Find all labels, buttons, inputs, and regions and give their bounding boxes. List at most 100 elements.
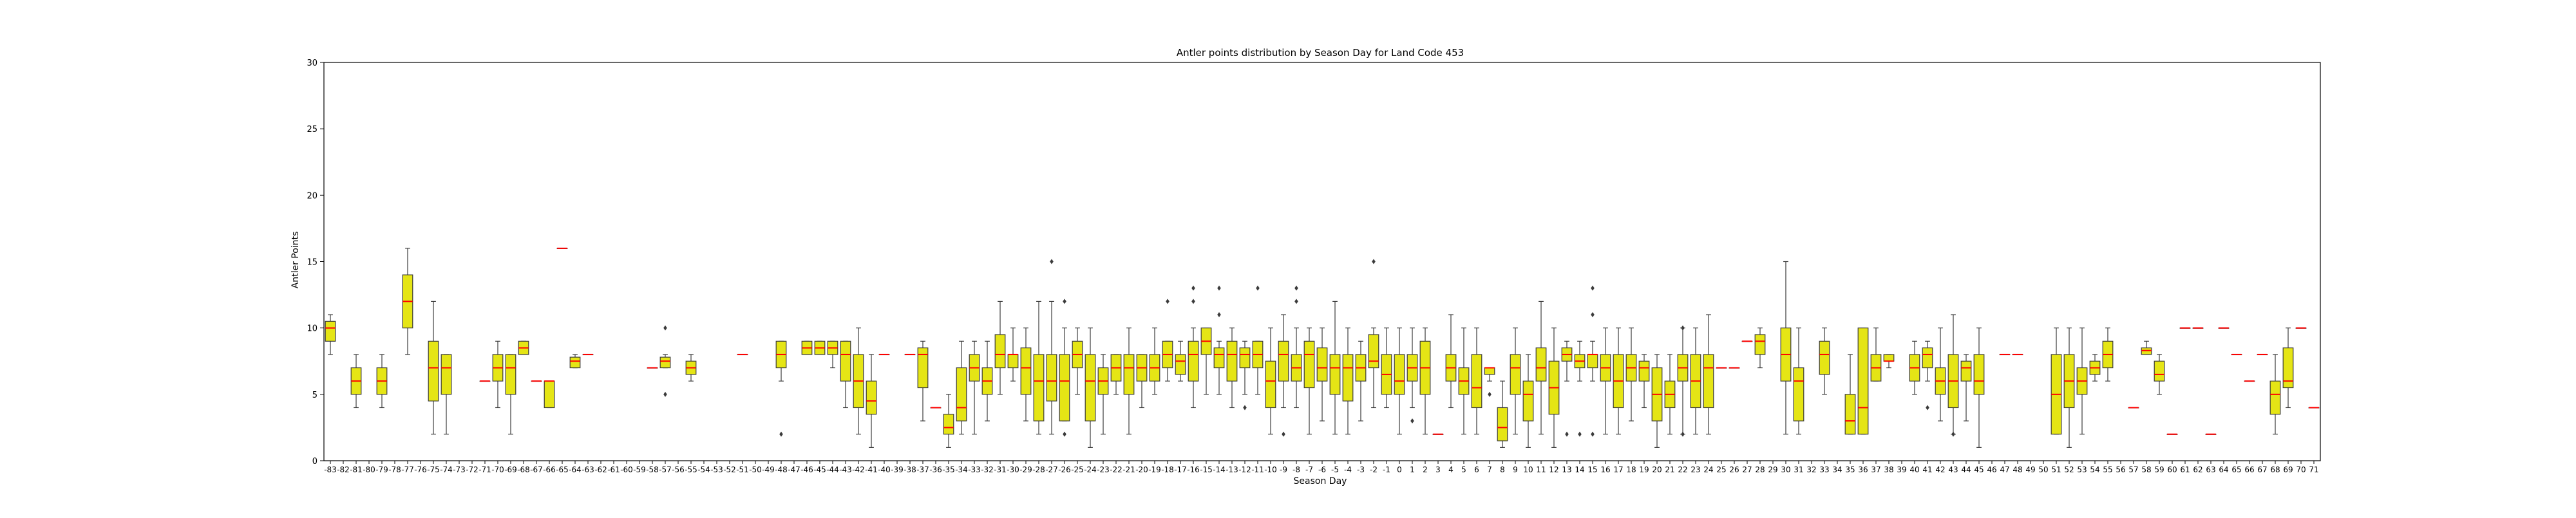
x-tick-label: -66	[543, 465, 556, 474]
x-tick-label: -69	[504, 465, 517, 474]
x-tick-label: 58	[2141, 465, 2151, 474]
outlier-point	[1591, 312, 1595, 318]
box-group-54	[2089, 354, 2101, 382]
outlier-point	[1191, 299, 1195, 304]
x-tick-label: -77	[401, 465, 414, 474]
box-group-4	[1445, 314, 1457, 409]
box-iqr	[1059, 354, 1070, 421]
x-tick-label: 52	[2064, 465, 2074, 474]
box-group--4	[1342, 328, 1354, 435]
x-tick-label: 38	[1884, 465, 1893, 474]
x-tick-label: -48	[775, 465, 788, 474]
x-tick-label: -68	[517, 465, 530, 474]
box-group--70	[492, 340, 504, 409]
x-tick-label: 30	[1781, 465, 1790, 474]
box-group-71	[2308, 407, 2320, 409]
box-group--1	[1381, 328, 1392, 409]
x-tick-label: 46	[1987, 465, 1996, 474]
box-iqr	[866, 380, 877, 415]
y-tick-label: 5	[312, 391, 317, 400]
box-group--19	[1149, 328, 1160, 395]
box-group--64	[569, 354, 581, 369]
x-tick-label: 53	[2077, 465, 2087, 474]
x-tick-label: -83	[324, 465, 337, 474]
box-group-11	[1535, 301, 1547, 435]
x-tick-label: -46	[800, 465, 813, 474]
box-group--58	[647, 367, 658, 369]
outlier-point	[663, 325, 667, 331]
x-tick-label: -57	[659, 465, 672, 474]
x-tick-label: -42	[852, 465, 865, 474]
box-group-61	[2179, 327, 2191, 329]
box-iqr	[1793, 367, 1804, 421]
y-tick-label: 15	[307, 258, 317, 268]
x-tick-label: -56	[672, 465, 685, 474]
box-group-51	[2050, 328, 2062, 435]
x-tick-label: -15	[1200, 465, 1213, 474]
box-group-53	[2076, 328, 2088, 435]
x-tick-label: 40	[1909, 465, 1919, 474]
x-tick-label: 45	[1974, 465, 1984, 474]
box-iqr	[1510, 354, 1521, 395]
outlier-point	[1488, 391, 1492, 397]
x-tick-label: -5	[1331, 465, 1339, 474]
x-tick-label: -4	[1344, 465, 1352, 474]
box-group--21	[1123, 328, 1135, 435]
x-tick-label: 21	[1665, 465, 1674, 474]
box-group--7	[1303, 328, 1315, 435]
x-tick-label: 54	[2090, 465, 2099, 474]
x-tick-label: 25	[1716, 465, 1726, 474]
x-tick-label: 70	[2296, 465, 2306, 474]
x-tick-label: -63	[582, 465, 594, 474]
x-tick-label: 10	[1523, 465, 1533, 474]
x-tick-label: 64	[2219, 465, 2228, 474]
box-iqr	[1973, 354, 1985, 395]
x-tick-label: 11	[1536, 465, 1546, 474]
box-iqr	[659, 356, 671, 369]
box-group-64	[2218, 327, 2230, 329]
box-iqr	[1484, 367, 1495, 375]
x-tick-label: -24	[1084, 465, 1097, 474]
box-group--75	[428, 301, 439, 435]
axes-frame	[323, 62, 2321, 461]
box-group-30	[1780, 261, 1792, 435]
box-group-1	[1406, 328, 1418, 424]
x-tick-label: -37	[916, 465, 929, 474]
box-group--79	[376, 354, 388, 409]
x-tick-label: 63	[2206, 465, 2215, 474]
box-group--66	[544, 380, 555, 409]
box-group--9	[1278, 314, 1289, 437]
box-group--27	[1046, 259, 1057, 435]
box-iqr	[2282, 347, 2294, 389]
x-tick-label: 57	[2128, 465, 2138, 474]
x-tick-label: -65	[556, 465, 569, 474]
x-tick-label: 13	[1562, 465, 1571, 474]
box-iqr	[1394, 354, 1405, 395]
outlier-point	[1256, 285, 1260, 291]
box-group--6	[1316, 328, 1328, 421]
box-group-33	[1819, 328, 1830, 395]
x-tick-label: -22	[1110, 465, 1122, 474]
x-tick-label: 12	[1549, 465, 1558, 474]
box-group--74	[440, 354, 452, 435]
box-group--68	[518, 340, 529, 355]
box-group--3	[1355, 340, 1367, 421]
x-tick-label: 20	[1652, 465, 1662, 474]
box-group-68	[2269, 354, 2281, 435]
box-iqr	[1226, 340, 1238, 382]
box-group--23	[1097, 354, 1109, 435]
x-tick-label: -3	[1357, 465, 1365, 474]
x-tick-label: -74	[440, 465, 453, 474]
x-tick-label: -28	[1032, 465, 1045, 474]
x-tick-label: 8	[1500, 465, 1505, 474]
x-tick-label: 6	[1474, 465, 1479, 474]
box-iqr	[1239, 347, 1251, 369]
x-tick-label: 35	[1845, 465, 1855, 474]
x-tick-label: -12	[1238, 465, 1251, 474]
box-group-55	[2102, 328, 2114, 382]
box-iqr	[1471, 354, 1482, 409]
x-tick-label: -17	[1174, 465, 1187, 474]
x-tick-label: -73	[453, 465, 466, 474]
outlier-point	[1591, 285, 1595, 291]
box-group-12	[1548, 328, 1560, 448]
